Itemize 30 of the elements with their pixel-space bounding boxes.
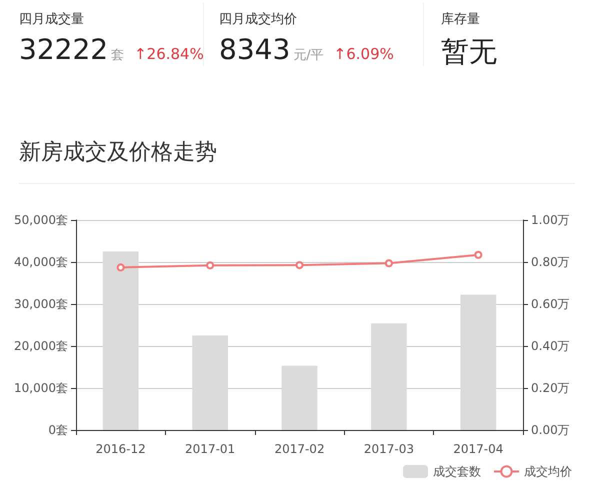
chart-title: 新房成交及价格走势 [19, 139, 217, 167]
text: 暂无 [441, 34, 497, 70]
y-tick-label: 50,000套 [14, 213, 68, 227]
legend-label: 成交套数 [433, 464, 481, 478]
legend-label: 成交均价 [524, 464, 572, 478]
y-tick-label: 40,000套 [14, 255, 68, 269]
y-tick-label: 20,000套 [14, 339, 68, 353]
y2-tick-label: 0.80万 [531, 255, 570, 269]
x-tick-label: 2017-03 [364, 442, 414, 456]
y-tick-label: 30,000套 [14, 297, 68, 311]
x-tick-label: 2017-02 [274, 442, 325, 456]
text: 四月成交均价 [219, 11, 297, 28]
text: 套 [111, 47, 124, 64]
x-tick-label: 2017-01 [185, 442, 236, 456]
y2-tick-label: 0.00万 [531, 423, 570, 437]
y-tick-label: 10,000套 [14, 381, 68, 395]
text: 库存量 [441, 11, 480, 28]
x-tick-label: 2016-12 [96, 442, 146, 456]
text: ↑26.84% [134, 45, 204, 63]
x-tick-label: 2017-04 [453, 442, 504, 456]
text: 元/平 [293, 47, 324, 64]
y2-tick-label: 0.20万 [531, 381, 570, 395]
text: 32222 [19, 33, 108, 66]
y-tick-label: 0套 [48, 423, 68, 437]
text: ↑6.09% [334, 45, 394, 63]
y2-tick-label: 1.00万 [531, 213, 570, 227]
y2-tick-label: 0.40万 [531, 339, 570, 353]
text: 四月成交量 [19, 11, 84, 28]
y2-tick-label: 0.60万 [531, 297, 570, 311]
text: 8343 [219, 33, 290, 66]
